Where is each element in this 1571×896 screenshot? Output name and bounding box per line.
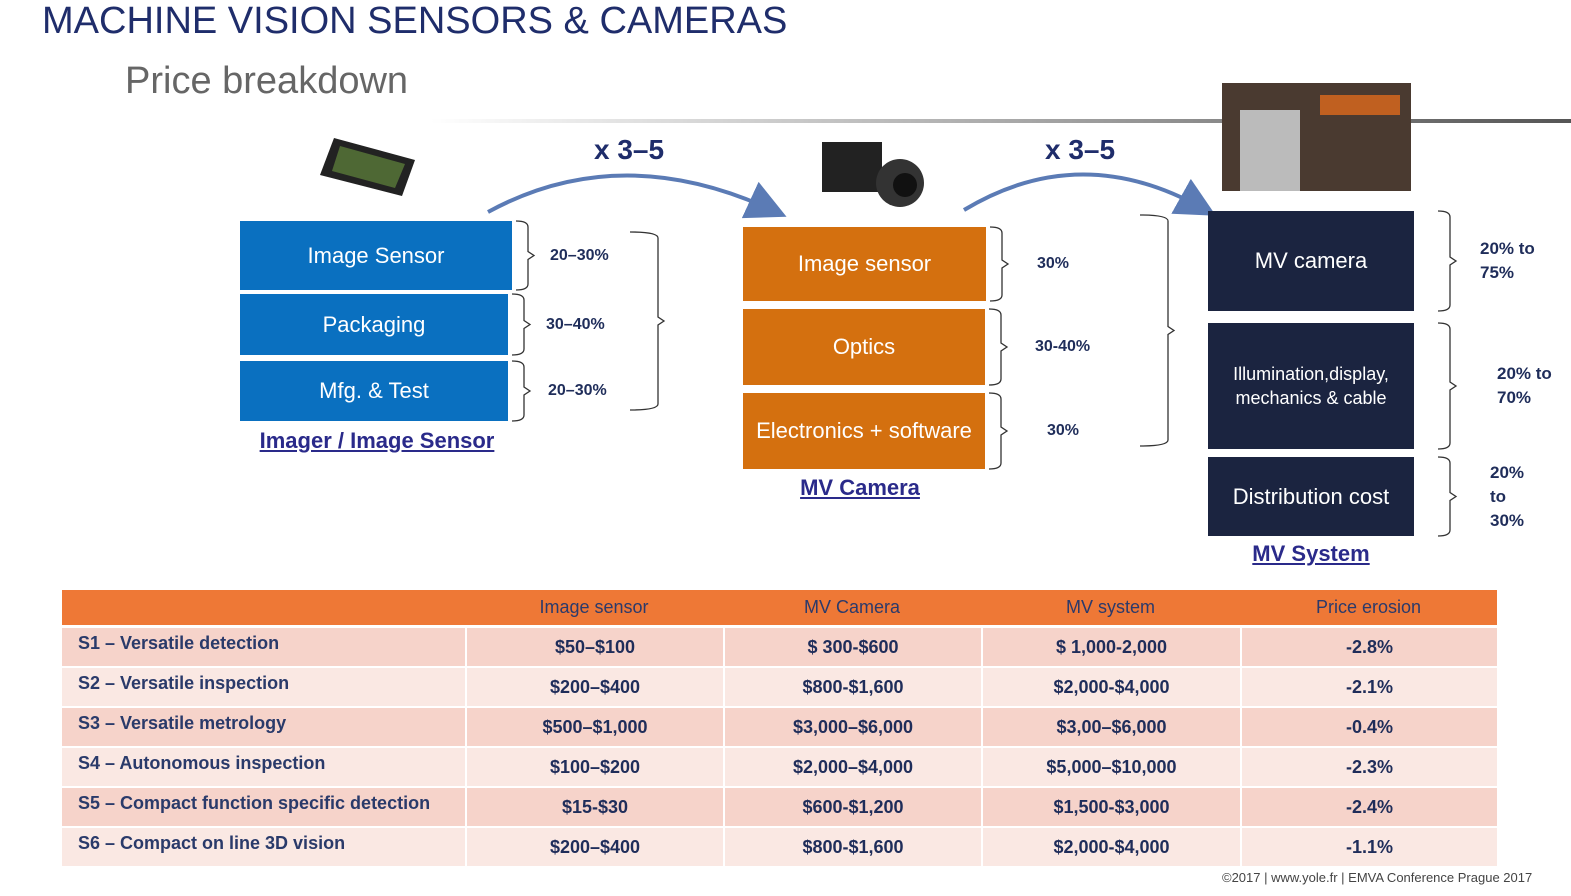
multiplier: x 3–5: [1045, 134, 1116, 165]
table-cell: $200–$400: [465, 828, 723, 866]
bracket: [1437, 322, 1458, 450]
stage-block: Packaging: [240, 294, 508, 355]
table-cell: -1.1%: [1240, 828, 1497, 866]
stage-caption: MV System: [1252, 541, 1370, 566]
table-cell: $5,000–$10,000: [981, 748, 1240, 786]
table-cell: -2.8%: [1240, 628, 1497, 666]
column-header: MV Camera: [803, 597, 901, 617]
table-cell: $3,00–$6,000: [981, 708, 1240, 746]
row-label: S5 – Compact function specific detection: [78, 792, 431, 813]
table-cell: -0.4%: [1240, 708, 1497, 746]
footer: ©2017 | www.yole.fr | EMVA Conference Pr…: [1222, 870, 1533, 885]
bracket: [989, 226, 1010, 302]
table-cell: -2.1%: [1240, 668, 1497, 706]
table-cell: -2.3%: [1240, 748, 1497, 786]
stage-block: Image Sensor: [240, 221, 512, 290]
sensor-icon: [320, 138, 415, 196]
system-photo: [1222, 83, 1411, 191]
subtitle: Price breakdown: [125, 60, 409, 102]
stage-block: Optics: [743, 309, 985, 385]
bracket: [511, 293, 532, 356]
column-header: Image sensor: [539, 597, 649, 617]
table-cell: $3,000–$6,000: [723, 708, 981, 746]
rule: [430, 119, 1571, 123]
table-cell: $2,000-$4,000: [981, 668, 1240, 706]
stage-caption: MV Camera: [800, 475, 920, 500]
bracket: [1437, 210, 1458, 312]
table-row: [62, 828, 1497, 866]
table-row: [62, 628, 1497, 666]
multiplier: x 3–5: [594, 134, 665, 165]
column-header: Price erosion: [1315, 597, 1422, 617]
bracket: [988, 392, 1009, 470]
table-cell: $50–$100: [465, 628, 723, 666]
row-label: S2 – Versatile inspection: [78, 672, 290, 693]
row-label: S1 – Versatile detection: [78, 632, 280, 653]
column-header: MV system: [1065, 597, 1155, 617]
bracket: [515, 220, 536, 291]
table-cell: $15-$30: [465, 788, 723, 826]
share-label: 20% to 75%: [1480, 239, 1535, 282]
table-cell: $500–$1,000: [465, 708, 723, 746]
arrow: [487, 173, 787, 219]
bracket: [511, 360, 532, 422]
share-label: 20–30%: [548, 382, 607, 399]
row-label: S6 – Compact on line 3D vision: [78, 832, 346, 853]
table-cell: $200–$400: [465, 668, 723, 706]
arrow: [962, 172, 1216, 216]
table-cell: $2,000-$4,000: [981, 828, 1240, 866]
table-header-bg: [62, 590, 1497, 625]
table-row: [62, 788, 1497, 826]
table-cell: -2.4%: [1240, 788, 1497, 826]
share-label: 20% to 30%: [1490, 462, 1525, 530]
title: MACHINE VISION SENSORS & CAMERAS: [42, 0, 788, 42]
stage-block: Electronics + software: [743, 393, 985, 469]
table-cell: $2,000–$4,000: [723, 748, 981, 786]
share-label: 20–30%: [550, 246, 609, 264]
table-cell: $1,500-$3,000: [981, 788, 1240, 826]
table-cell: $600-$1,200: [723, 788, 981, 826]
share-label: 30%: [1037, 255, 1070, 272]
stage-block: Mfg. & Test: [240, 361, 508, 421]
table-cell: $100–$200: [465, 748, 723, 786]
share-label: 30–40%: [546, 315, 605, 333]
bracket: [629, 231, 666, 411]
table-row: [62, 668, 1497, 706]
camera-icon: [822, 142, 924, 207]
stage-block: Illumination,display, mechanics & cable: [1208, 323, 1414, 449]
table-cell: $800-$1,600: [723, 668, 981, 706]
bracket: [1437, 456, 1458, 537]
table-cell: $ 300-$600: [723, 628, 981, 666]
share-label: 30-40%: [1035, 338, 1091, 355]
share-label: 30%: [1047, 422, 1080, 439]
share-label: 20% to 70%: [1497, 364, 1552, 407]
stage-block: MV camera: [1208, 211, 1414, 311]
stage-caption: Imager / Image Sensor: [259, 428, 495, 453]
bracket: [1139, 214, 1176, 447]
stage-block: Distribution cost: [1208, 457, 1414, 536]
stage-block: Image sensor: [743, 227, 986, 301]
row-label: S3 – Versatile metrology: [78, 712, 287, 733]
bracket: [988, 308, 1009, 386]
table-cell: $800-$1,600: [723, 828, 981, 866]
table-row: [62, 748, 1497, 786]
table-cell: $ 1,000-2,000: [981, 628, 1240, 666]
row-label: S4 – Autonomous inspection: [78, 752, 326, 773]
table-row: [62, 708, 1497, 746]
